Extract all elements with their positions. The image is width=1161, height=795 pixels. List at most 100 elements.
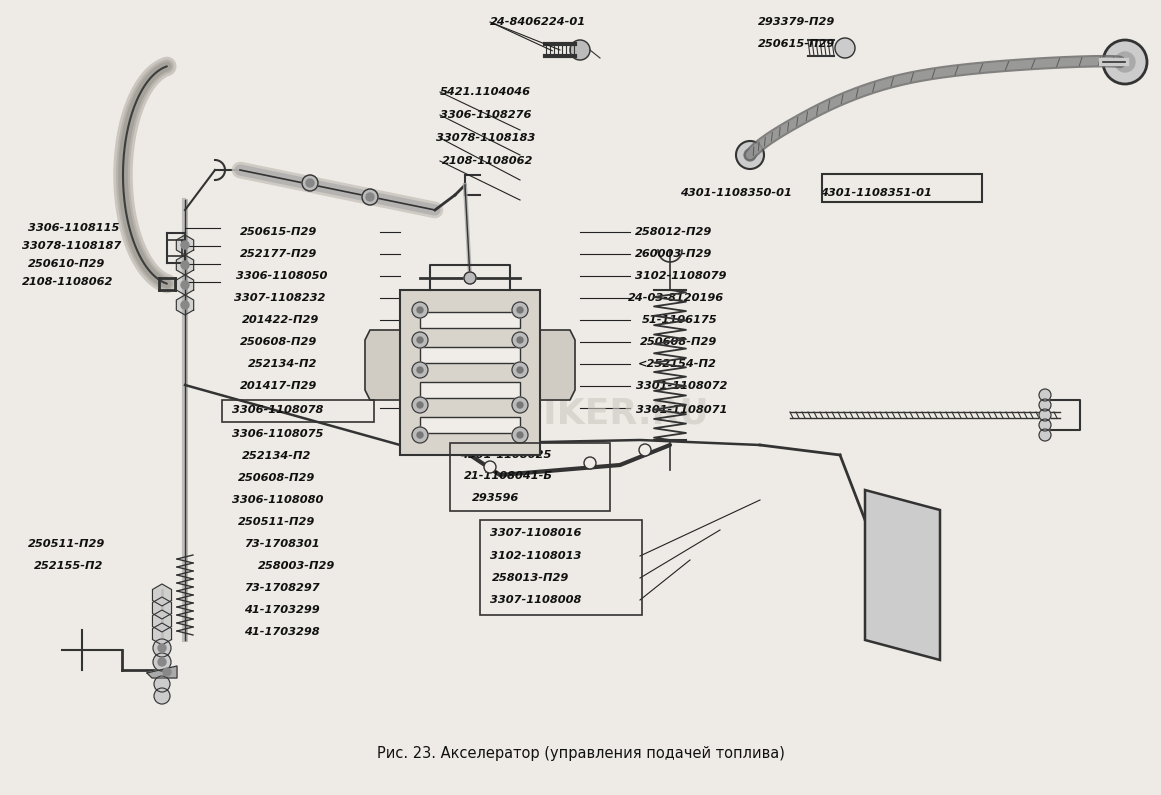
- Text: 258003-П29: 258003-П29: [258, 561, 336, 571]
- Circle shape: [512, 427, 528, 443]
- Circle shape: [412, 362, 428, 378]
- Text: 3306-1108276: 3306-1108276: [440, 110, 532, 120]
- Text: 201422-П29: 201422-П29: [241, 315, 319, 325]
- Polygon shape: [152, 623, 172, 645]
- Text: 73-1708301: 73-1708301: [244, 539, 319, 549]
- Circle shape: [181, 241, 189, 249]
- Text: 3306-1108075: 3306-1108075: [232, 429, 324, 439]
- Text: 3307-1108008: 3307-1108008: [490, 595, 582, 605]
- Polygon shape: [152, 584, 172, 606]
- Bar: [822, 174, 982, 202]
- Text: 3306-1108050: 3306-1108050: [236, 271, 327, 281]
- Circle shape: [517, 432, 522, 438]
- Polygon shape: [365, 330, 401, 400]
- Text: 252177-П29: 252177-П29: [240, 249, 317, 259]
- Bar: [222, 400, 374, 422]
- Polygon shape: [865, 490, 940, 660]
- Circle shape: [1039, 389, 1051, 401]
- Text: 33078-1108187: 33078-1108187: [22, 241, 121, 251]
- Text: 3102-1108079: 3102-1108079: [635, 271, 727, 281]
- Circle shape: [517, 307, 522, 313]
- Circle shape: [417, 337, 423, 343]
- Circle shape: [153, 639, 171, 657]
- Circle shape: [163, 668, 171, 676]
- Circle shape: [517, 367, 522, 373]
- Text: 24-8406224-01: 24-8406224-01: [490, 17, 586, 27]
- Circle shape: [512, 332, 528, 348]
- Text: 201417-П29: 201417-П29: [240, 381, 317, 391]
- Text: 250608-П29: 250608-П29: [238, 473, 316, 483]
- Circle shape: [412, 397, 428, 413]
- Text: 21-1108041-Б: 21-1108041-Б: [464, 471, 553, 481]
- Circle shape: [1103, 40, 1147, 84]
- Text: 293596: 293596: [473, 493, 519, 503]
- Text: 4301-1108025: 4301-1108025: [460, 450, 551, 460]
- Bar: [420, 417, 520, 433]
- Bar: [420, 347, 520, 363]
- Text: 24-03-8120196: 24-03-8120196: [628, 293, 724, 303]
- Text: 41-1703299: 41-1703299: [244, 605, 319, 615]
- Bar: [420, 382, 520, 398]
- Circle shape: [512, 397, 528, 413]
- Text: 33078-1108183: 33078-1108183: [437, 133, 535, 143]
- Text: 252134-П2: 252134-П2: [241, 451, 311, 461]
- Text: 258013-П29: 258013-П29: [492, 573, 569, 583]
- Circle shape: [1039, 419, 1051, 431]
- Circle shape: [154, 688, 170, 704]
- Text: 252155-П2: 252155-П2: [34, 561, 103, 571]
- Text: 250615-П29: 250615-П29: [240, 227, 317, 237]
- Text: 73-1708297: 73-1708297: [244, 583, 319, 593]
- Circle shape: [181, 301, 189, 309]
- Text: 293379-П29: 293379-П29: [758, 17, 835, 27]
- Circle shape: [1039, 409, 1051, 421]
- Circle shape: [154, 676, 170, 692]
- Text: 5421.1104046: 5421.1104046: [440, 87, 531, 97]
- Text: 3301-1108071: 3301-1108071: [636, 405, 728, 415]
- Circle shape: [639, 444, 651, 456]
- Text: 250608-П29: 250608-П29: [240, 337, 317, 347]
- Polygon shape: [176, 235, 194, 255]
- Circle shape: [417, 367, 423, 373]
- Bar: [479, 520, 642, 615]
- Circle shape: [158, 644, 166, 652]
- Circle shape: [517, 337, 522, 343]
- Circle shape: [1039, 399, 1051, 411]
- Text: 258012-П29: 258012-П29: [635, 227, 712, 237]
- Bar: [401, 290, 540, 455]
- Text: 250608-П29: 250608-П29: [640, 337, 717, 347]
- Circle shape: [736, 141, 764, 169]
- Circle shape: [570, 40, 590, 60]
- Bar: [450, 443, 610, 511]
- Text: 3306-1108080: 3306-1108080: [232, 495, 324, 505]
- Circle shape: [517, 402, 522, 408]
- Circle shape: [307, 179, 313, 187]
- Bar: [420, 312, 520, 328]
- Bar: [822, 174, 982, 202]
- Text: 3102-1108013: 3102-1108013: [490, 551, 582, 561]
- Text: 3301-1108072: 3301-1108072: [636, 381, 728, 391]
- Text: 252134-П2: 252134-П2: [248, 359, 317, 369]
- Text: Рис. 23. Акселератор (управления подачей топлива): Рис. 23. Акселератор (управления подачей…: [376, 747, 785, 761]
- Circle shape: [362, 189, 378, 205]
- Text: 2108-1108062: 2108-1108062: [442, 156, 533, 166]
- Text: 2108-1108062: 2108-1108062: [22, 277, 114, 287]
- Circle shape: [484, 461, 496, 473]
- Text: 250511-П29: 250511-П29: [28, 539, 106, 549]
- Text: AUTOPIKER.RU: AUTOPIKER.RU: [405, 397, 709, 430]
- Circle shape: [181, 281, 189, 289]
- Circle shape: [302, 175, 318, 191]
- Polygon shape: [152, 610, 172, 632]
- Circle shape: [512, 362, 528, 378]
- Circle shape: [412, 302, 428, 318]
- Circle shape: [417, 432, 423, 438]
- Polygon shape: [147, 666, 176, 678]
- Polygon shape: [176, 295, 194, 315]
- Circle shape: [464, 272, 476, 284]
- Text: 4301-1108351-01: 4301-1108351-01: [820, 188, 932, 198]
- Text: 250511-П29: 250511-П29: [238, 517, 316, 527]
- Circle shape: [1115, 52, 1135, 72]
- Circle shape: [158, 658, 166, 666]
- Polygon shape: [176, 275, 194, 295]
- Text: 250615-П29: 250615-П29: [758, 39, 835, 49]
- Text: <252154-П2: <252154-П2: [639, 359, 716, 369]
